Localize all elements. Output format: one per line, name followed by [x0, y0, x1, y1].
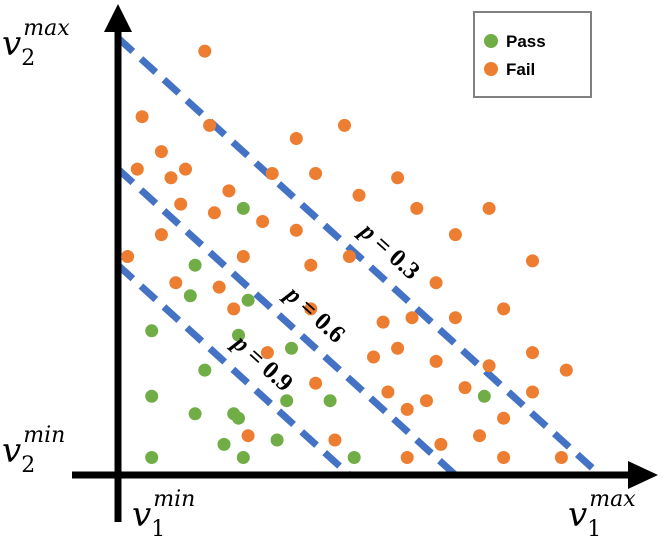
fail-point-14	[174, 197, 188, 211]
pass-point-0	[236, 201, 250, 215]
x-axis-min-label: v1min	[132, 487, 195, 542]
y-axis-arrowhead	[104, 4, 132, 32]
fail-point-39	[429, 354, 443, 368]
fail-point-21	[448, 228, 462, 242]
pass-point-16	[236, 451, 250, 464]
fail-point-15	[207, 206, 221, 220]
legend: Pass Fail	[473, 11, 592, 98]
fail-point-25	[342, 250, 356, 263]
pass-point-11	[227, 407, 241, 421]
fail-point-43	[309, 376, 323, 390]
fail-point-45	[420, 394, 433, 408]
iso-line-p-0.9	[115, 262, 352, 478]
legend-fail-label: Fail	[506, 60, 535, 79]
fail-point-10	[309, 167, 323, 180]
fail-point-31	[304, 302, 318, 316]
fail-point-34	[448, 311, 462, 325]
pass-point-13	[323, 394, 337, 408]
fail-point-7	[164, 171, 178, 185]
fail-point-40	[482, 359, 496, 373]
fail-point-44	[381, 385, 395, 399]
fail-point-42	[559, 363, 573, 377]
fail-point-22	[121, 250, 135, 263]
fail-point-16	[410, 201, 424, 215]
pass-point-12	[280, 394, 294, 408]
pass-point-5	[198, 363, 212, 377]
fail-point-53	[473, 429, 486, 443]
fail-point-47	[526, 385, 539, 399]
y-axis-min-label: v2min	[2, 423, 65, 478]
legend-pass-marker	[484, 34, 498, 48]
fail-point-56	[554, 451, 568, 464]
legend-box	[473, 11, 592, 98]
y-axis-max-label: v2max	[2, 16, 70, 71]
pass-point-18	[347, 451, 361, 464]
pass-point-4	[145, 324, 159, 338]
fail-point-24	[304, 258, 318, 272]
fail-point-51	[497, 411, 511, 425]
fail-point-23	[236, 250, 250, 263]
fail-point-36	[260, 346, 274, 360]
iso-line-p-0.3	[115, 35, 603, 478]
fail-point-37	[367, 350, 380, 364]
fail-point-49	[328, 433, 342, 447]
fail-point-38	[391, 341, 405, 355]
pass-point-1	[188, 258, 202, 272]
fail-point-26	[526, 254, 539, 268]
fail-point-54	[400, 451, 414, 464]
x-axis-arrowhead	[628, 461, 658, 489]
fail-point-46	[458, 381, 472, 395]
pass-point-10	[188, 407, 202, 421]
fail-point-6	[130, 162, 144, 176]
fail-point-55	[497, 451, 511, 464]
fail-point-12	[222, 184, 236, 198]
pass-point-6	[232, 328, 245, 342]
legend-fail-marker	[484, 62, 498, 76]
pass-point-3	[241, 293, 255, 307]
fail-point-48	[241, 429, 255, 443]
iso-line-p-0.6	[115, 166, 458, 478]
x-axis-max-label: v1max	[568, 487, 636, 542]
fail-point-0	[198, 44, 212, 58]
data-points	[121, 44, 573, 464]
fail-point-1	[135, 110, 149, 124]
pass-point-9	[145, 389, 159, 403]
fail-point-19	[256, 215, 270, 228]
pass-point-17	[145, 451, 159, 464]
legend-pass-label: Pass	[506, 32, 546, 51]
fail-point-41	[526, 346, 539, 360]
pass-point-19	[477, 389, 491, 403]
fail-point-3	[289, 132, 303, 145]
fail-point-27	[169, 276, 183, 290]
iso-line-label-p-0.3: p = 0.3	[353, 216, 425, 285]
pass-point-15	[270, 433, 284, 447]
iso-lines	[115, 35, 603, 478]
fail-point-28	[212, 280, 226, 294]
fail-point-13	[352, 188, 366, 202]
pass-point-14	[217, 437, 231, 451]
fail-point-4	[338, 118, 351, 132]
fail-point-18	[154, 228, 168, 242]
fail-point-33	[405, 311, 419, 325]
iso-line-label-p-0.6: p = 0.6	[278, 280, 350, 349]
fail-point-52	[434, 437, 448, 451]
iso-line-label-p-0.9: p = 0.9	[226, 329, 298, 398]
fail-point-30	[227, 302, 241, 316]
axes	[72, 4, 658, 522]
fail-point-32	[376, 315, 390, 329]
pass-point-7	[285, 341, 298, 355]
fail-point-8	[179, 162, 192, 176]
pass-point-2	[183, 289, 197, 303]
fail-point-9	[265, 167, 279, 180]
fail-point-5	[154, 145, 168, 159]
fail-point-20	[289, 223, 303, 237]
fail-point-50	[400, 402, 414, 416]
fail-point-11	[391, 171, 405, 185]
fail-point-17	[482, 201, 496, 215]
fail-point-35	[497, 302, 511, 316]
fail-point-29	[429, 276, 443, 290]
fail-point-2	[203, 118, 217, 132]
iso-line-labels: p = 0.3p = 0.6p = 0.9	[226, 216, 425, 397]
